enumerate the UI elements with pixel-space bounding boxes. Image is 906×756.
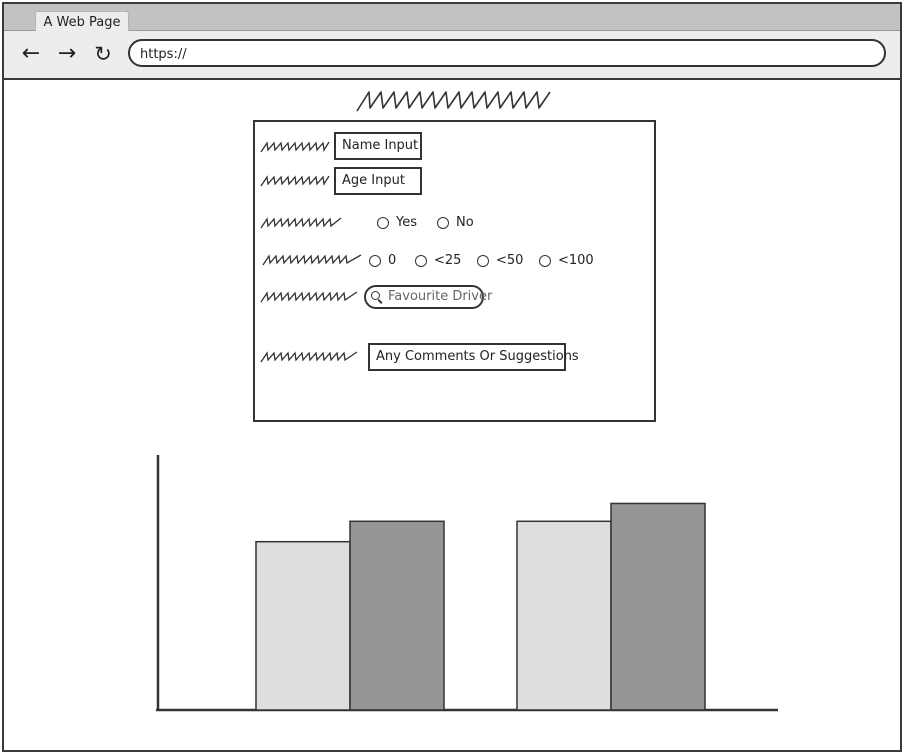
browser-tab[interactable]: A Web Page bbox=[35, 11, 129, 34]
browser-toolbar: ← → ↻ https:// bbox=[4, 31, 900, 80]
page-heading-scribble bbox=[356, 91, 551, 112]
back-arrow-icon[interactable]: ← bbox=[21, 41, 41, 66]
radio-range-50[interactable]: <50 bbox=[477, 253, 523, 268]
age-input[interactable]: Age Input bbox=[334, 167, 422, 195]
driver-label-scribble bbox=[260, 291, 358, 303]
page-content: Name Input Age Input Yes No 0 <25 <50 <1… bbox=[4, 80, 900, 750]
bar-group1-series2 bbox=[349, 520, 445, 711]
comments-input[interactable]: Any Comments Or Suggestions bbox=[368, 343, 579, 371]
forward-arrow-icon[interactable]: → bbox=[57, 41, 77, 66]
comments-label-scribble bbox=[260, 351, 358, 363]
radio-yes[interactable]: Yes bbox=[377, 215, 417, 230]
radio-circle-icon bbox=[539, 254, 551, 267]
bar-group1-series1 bbox=[255, 540, 351, 711]
radio-circle-icon bbox=[415, 254, 427, 267]
radio-circle-icon bbox=[377, 216, 389, 229]
name-label-scribble bbox=[260, 141, 330, 153]
yes-no-label-scribble bbox=[260, 217, 342, 229]
address-bar[interactable]: https:// bbox=[128, 39, 886, 67]
radio-range-100[interactable]: <100 bbox=[539, 253, 594, 268]
radio-circle-icon bbox=[369, 254, 381, 267]
search-icon bbox=[371, 291, 380, 300]
form-panel: Name Input Age Input Yes No 0 <25 <50 <1… bbox=[253, 120, 656, 422]
tab-bar: A Web Page bbox=[4, 4, 900, 34]
radio-circle-icon bbox=[437, 216, 449, 229]
bar-chart bbox=[156, 455, 778, 712]
radio-no[interactable]: No bbox=[437, 215, 474, 230]
name-input[interactable]: Name Input bbox=[334, 132, 422, 160]
radio-range-25[interactable]: <25 bbox=[415, 253, 461, 268]
favourite-driver-search[interactable]: Favourite Driver bbox=[364, 285, 492, 309]
range-label-scribble bbox=[262, 254, 362, 266]
radio-circle-icon bbox=[477, 254, 489, 267]
bar-group2-series2 bbox=[610, 502, 706, 711]
age-label-scribble bbox=[260, 175, 330, 187]
bar-group2-series1 bbox=[516, 520, 612, 711]
radio-range-0[interactable]: 0 bbox=[369, 253, 396, 268]
reload-icon[interactable]: ↻ bbox=[94, 42, 112, 66]
